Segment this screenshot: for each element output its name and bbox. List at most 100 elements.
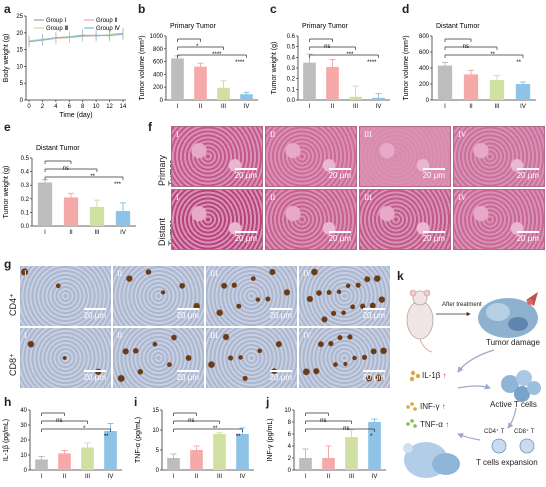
y-tick-label: 0.6 xyxy=(287,34,296,40)
y-tick-label: 10 xyxy=(16,64,23,70)
bar xyxy=(303,62,316,100)
bar xyxy=(104,431,117,470)
y-tick-label: 600 xyxy=(419,50,430,56)
x-tick-label: II xyxy=(63,474,67,480)
y-tick-label: 0.0 xyxy=(287,98,296,104)
scale-bar: 20 μm xyxy=(234,231,257,243)
x-tick-label: II xyxy=(327,474,331,480)
y-tick-label: 0.0 xyxy=(21,224,30,230)
panel-label-a: a xyxy=(4,2,11,16)
histology-col-label: II xyxy=(270,193,276,202)
legend-label: Group Ⅱ xyxy=(96,18,117,24)
x-tick-label: 10 xyxy=(93,104,100,110)
ihc-col-label: II xyxy=(117,269,123,278)
panel-label-j: j xyxy=(266,395,270,409)
y-tick-label: 1000 xyxy=(150,34,164,40)
ihc-image: IV 20 μm xyxy=(299,328,390,388)
y-tick-label: 0.4 xyxy=(287,55,296,61)
ihc-image: II 20 μm xyxy=(113,266,204,326)
y-tick-label: 0 xyxy=(288,468,292,474)
bar xyxy=(368,422,381,470)
bar xyxy=(190,450,203,470)
x-tick-label: III xyxy=(94,230,99,236)
y-tick-label: 0 xyxy=(20,98,24,104)
x-tick-label: IV xyxy=(376,104,382,110)
ihc-col-label: I xyxy=(24,269,27,278)
y-tick-label: 10 xyxy=(20,453,27,459)
panel-label-c: c xyxy=(270,2,277,16)
ihc-col-label: III xyxy=(210,331,218,340)
x-tick-label: IV xyxy=(372,474,378,480)
sig-label: ** xyxy=(516,60,521,66)
x-tick-label: III xyxy=(353,104,358,110)
y-tick-label: 400 xyxy=(419,66,430,72)
scale-bar: 20 μm xyxy=(269,308,292,320)
cd4-label: CD4⁺ T xyxy=(484,429,505,435)
sig-label: ** xyxy=(104,434,109,440)
y-tick-label: 20 xyxy=(20,438,27,444)
infg-label: INF-γ ↑ xyxy=(420,402,446,411)
y-tick-label: 5 xyxy=(156,448,160,454)
x-tick-label: III xyxy=(494,104,499,110)
x-tick-label: III xyxy=(217,474,222,480)
histology-image: III 20 μm xyxy=(359,189,451,250)
y-axis-label: TNF-α (pg/mL) xyxy=(135,417,142,463)
chart-title: Distant Tumor xyxy=(36,145,80,152)
y-tick-label: 0.2 xyxy=(287,77,296,83)
x-tick-label: I xyxy=(305,474,307,480)
y-axis-label: Tumor volume (mm³) xyxy=(403,35,410,100)
y-axis-label: Tumor weight (g) xyxy=(271,42,278,95)
bar xyxy=(240,94,253,100)
panel-label-d: d xyxy=(402,2,410,16)
chart-b-primary-volume: Primary Tumor 0 200 400 600 800 1000 Tumor volu… xyxy=(139,23,258,110)
panel-label-h: h xyxy=(4,395,12,409)
y-tick-label: 600 xyxy=(153,60,164,66)
bar xyxy=(463,74,479,100)
x-tick-label: II xyxy=(69,230,73,236)
scale-bar: 20 μm xyxy=(422,168,445,180)
y-tick-label: 0 xyxy=(156,468,160,474)
histology-col-label: I xyxy=(176,193,179,202)
bar xyxy=(345,437,358,470)
chart-title: Distant Tumor xyxy=(436,23,480,30)
bar xyxy=(35,459,48,470)
mouse-icon xyxy=(406,289,434,353)
y-axis-label: INF-γ (pg/mL) xyxy=(267,418,274,461)
histology-col-label: IV xyxy=(458,193,467,202)
y-tick-label: 800 xyxy=(153,47,164,53)
y-tick-label: 8 xyxy=(288,420,292,426)
tumor-cell-icon xyxy=(403,442,460,478)
x-tick-label: IV xyxy=(120,230,126,236)
y-tick-label: 0.1 xyxy=(21,210,30,216)
ihc-col-label: IV xyxy=(303,269,312,278)
ihc-panel: CD4⁺ CD8⁺ I 20 μm II 20 μm III 20 μm IV 20 μm I 2… xyxy=(8,266,392,388)
ihc-image: III 20 μm xyxy=(206,328,297,388)
schematic-panel: After treatment Tumor damage IL-1β ↑ Act… xyxy=(398,280,546,487)
bar xyxy=(89,206,105,226)
panel-label-k: k xyxy=(397,269,404,283)
chart-d-distant-volume: Distant Tumor 0 200 400 600 800 Tumor volume (… xyxy=(403,23,536,110)
scale-bar: 20 μm xyxy=(83,370,106,382)
x-tick-label: 2 xyxy=(41,104,45,110)
bar xyxy=(213,434,226,470)
y-tick-label: 0.1 xyxy=(287,87,296,93)
y-tick-label: 0 xyxy=(426,98,430,104)
y-axis-label: Tumor volume (mm³) xyxy=(139,35,146,100)
ihc-image: IV 20 μm xyxy=(299,266,390,326)
ihc-row-label-cd8: CD8⁺ xyxy=(8,353,18,376)
scale-bar: 20 μm xyxy=(269,370,292,382)
histology-image: II 20 μm xyxy=(265,189,357,250)
ihc-col-label: I xyxy=(24,331,27,340)
il1b-label: IL-1β ↑ xyxy=(422,371,447,380)
x-tick-label: IV xyxy=(240,474,246,480)
scale-bar: 20 μm xyxy=(176,308,199,320)
x-tick-label: I xyxy=(173,474,175,480)
y-tick-label: 800 xyxy=(419,34,430,40)
bar xyxy=(194,66,207,100)
scale-bar: 20 μm xyxy=(328,231,351,243)
y-tick-label: 6 xyxy=(288,432,292,438)
bar xyxy=(167,458,180,470)
